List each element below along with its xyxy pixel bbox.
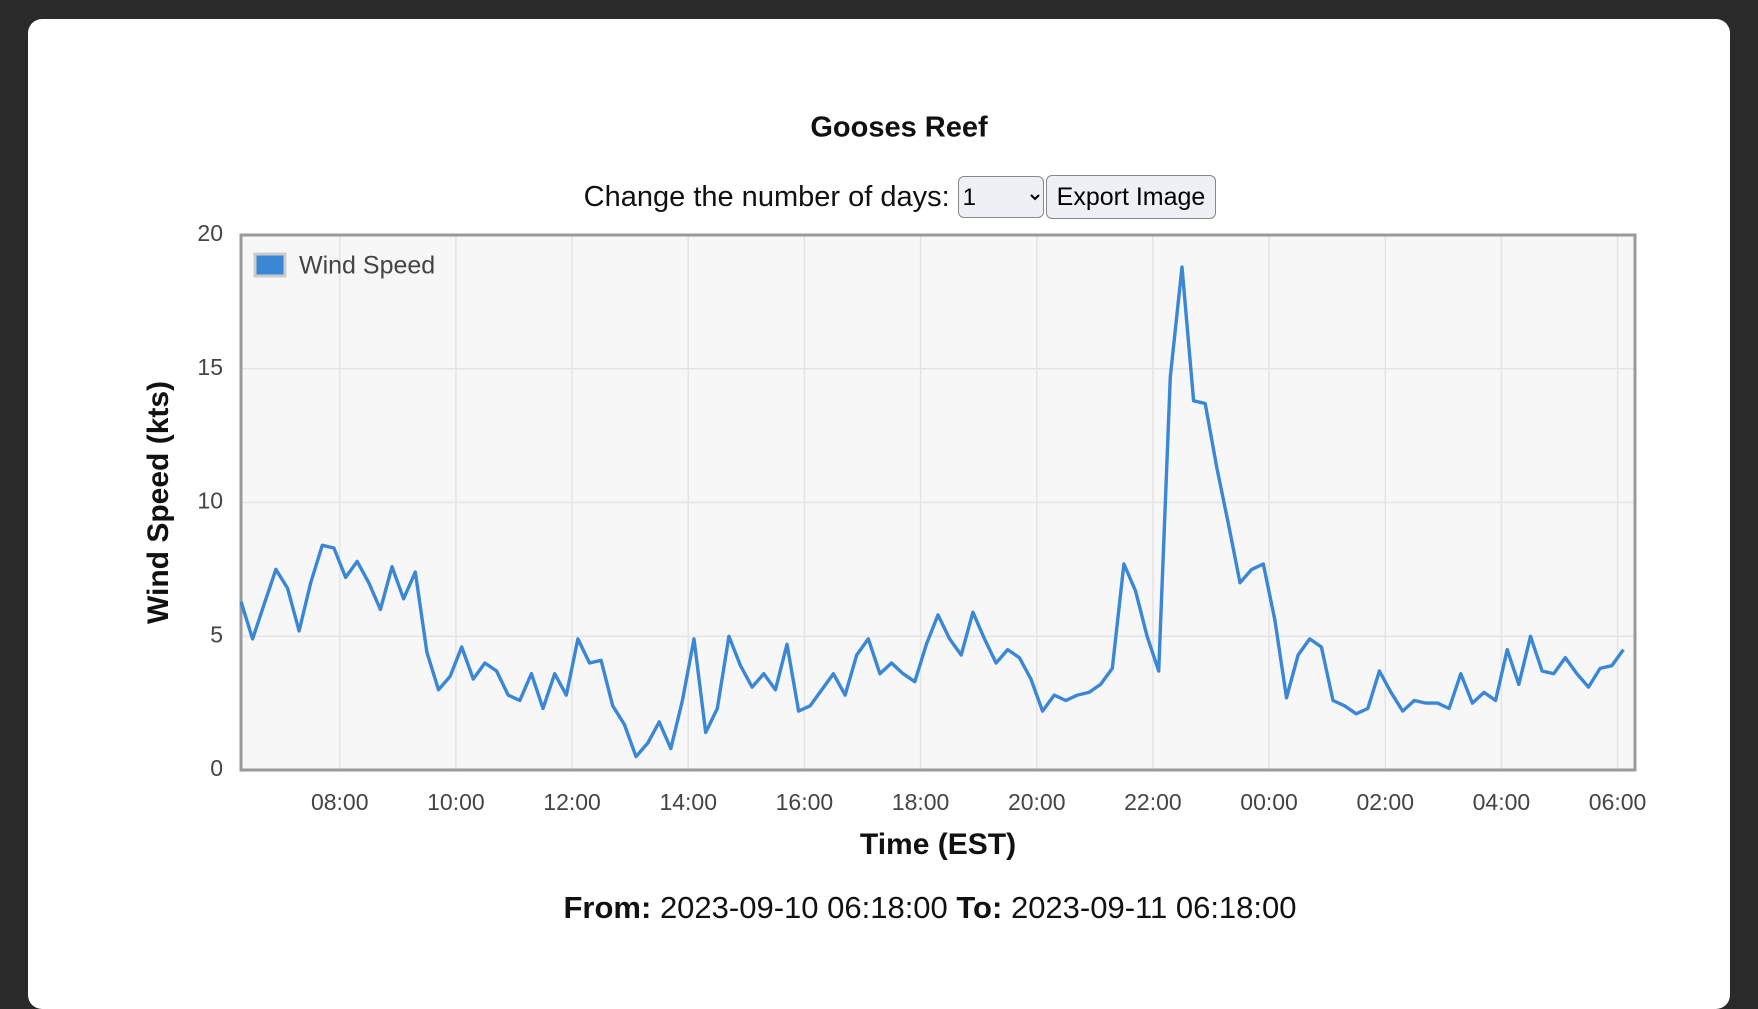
days-select[interactable]: 1 <box>957 176 1044 218</box>
x-tick-label: 06:00 <box>1589 789 1647 815</box>
to-label: To: <box>956 890 1003 925</box>
y-tick-label: 10 <box>197 488 223 514</box>
export-button[interactable]: Export Image <box>1045 175 1217 219</box>
data-line <box>239 265 1625 759</box>
x-tick-label: 20:00 <box>1008 789 1066 815</box>
x-tick-label: 02:00 <box>1356 789 1414 815</box>
x-tick-label: 16:00 <box>776 789 834 815</box>
x-tick-label: 08:00 <box>311 789 369 815</box>
x-tick-label: 10:00 <box>427 789 485 815</box>
y-tick-label: 15 <box>197 354 223 380</box>
legend-label: Wind Speed <box>299 252 435 280</box>
from-label: From: <box>563 890 652 925</box>
x-tick-label: 04:00 <box>1473 789 1531 815</box>
y-tick-label: 5 <box>210 621 223 647</box>
from-value: 2023-09-10 06:18:00 <box>659 890 948 925</box>
y-tick-label: 0 <box>210 755 223 781</box>
x-axis-label: Time (EST) <box>860 828 1016 861</box>
legend-swatch <box>253 252 287 278</box>
x-tick-label: 18:00 <box>892 789 950 815</box>
controls: Change the number of days: 1 Export Imag… <box>0 175 1758 219</box>
x-tick-label: 22:00 <box>1124 789 1182 815</box>
x-tick-label: 00:00 <box>1240 789 1298 815</box>
y-tick-label: 20 <box>197 220 223 246</box>
footer: From: 2023-09-10 06:18:00 To: 2023-09-11… <box>0 890 1758 926</box>
y-axis-label: Wind Speed (kts) <box>142 381 175 624</box>
plot-border <box>239 233 1637 772</box>
days-label: Change the number of days: <box>583 180 950 213</box>
x-tick-label: 14:00 <box>659 789 717 815</box>
x-tick-label: 12:00 <box>543 789 601 815</box>
to-value: 2023-09-11 06:18:00 <box>1010 890 1297 925</box>
chart-title: Gooses Reef <box>810 112 988 144</box>
